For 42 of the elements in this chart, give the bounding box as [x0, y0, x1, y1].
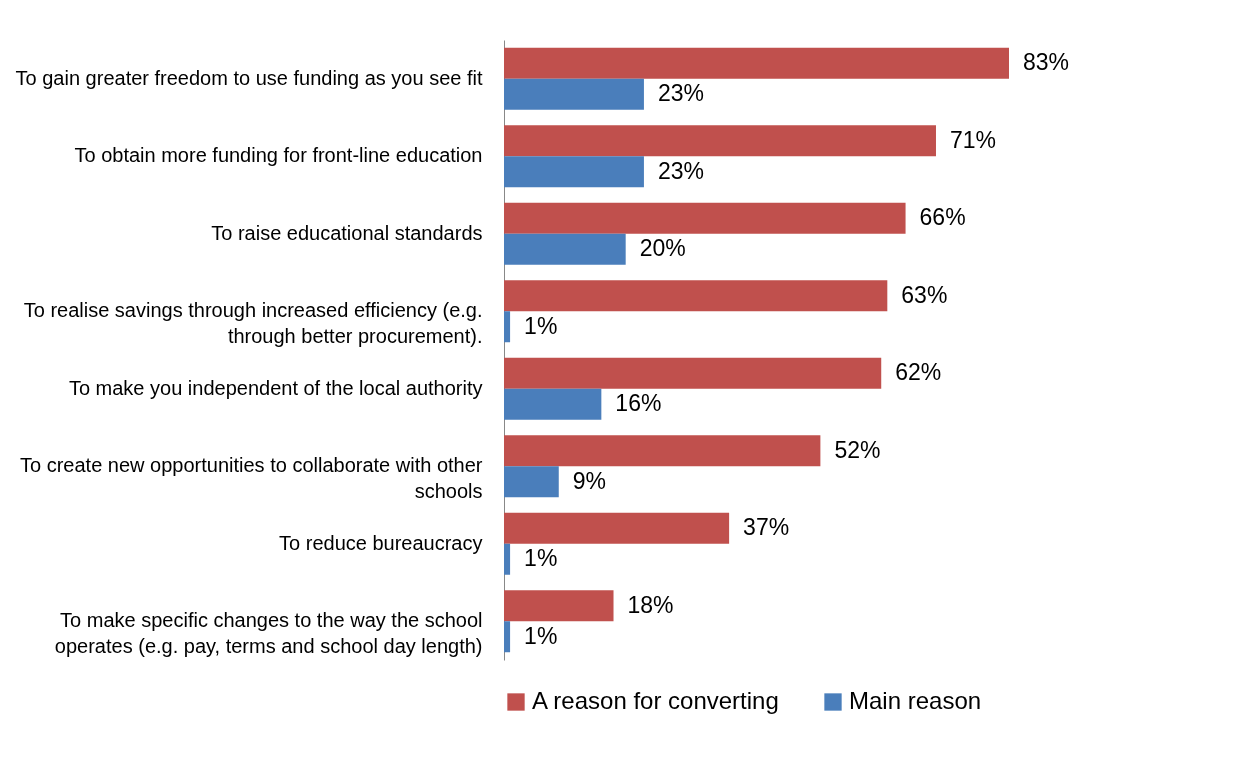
data-label: 23% — [657, 80, 704, 107]
bar — [504, 543, 511, 575]
bar — [504, 388, 602, 420]
data-label: 52% — [834, 436, 881, 463]
y-tick-label: To make you independent of the local authority — [68, 376, 483, 399]
data-label: 9% — [572, 467, 607, 494]
bar — [504, 78, 644, 110]
legend-label: Main reason — [849, 687, 982, 714]
bar — [504, 156, 644, 188]
bar — [504, 280, 888, 312]
data-label: 62% — [895, 359, 942, 386]
bar — [504, 621, 511, 653]
bar — [504, 512, 730, 544]
data-label: 16% — [615, 390, 662, 417]
data-label: 1% — [524, 312, 558, 339]
data-label: 83% — [1023, 49, 1070, 76]
bar — [504, 125, 936, 157]
legend-label: A reason for converting — [532, 687, 779, 714]
bar — [504, 590, 614, 622]
data-label: 71% — [949, 126, 997, 153]
y-tick-label: To create new opportunities to collaborate with other schools — [20, 454, 483, 503]
y-tick-label: To raise educational standards — [211, 221, 483, 244]
bar — [504, 202, 906, 234]
bar — [504, 357, 882, 389]
data-label: 20% — [639, 235, 686, 262]
bar — [504, 233, 626, 265]
data-label: 66% — [919, 204, 966, 231]
data-label: 23% — [657, 157, 704, 184]
y-tick-label: To obtain more funding for front-line education — [74, 144, 483, 167]
data-label: 63% — [901, 281, 948, 308]
y-tick-label: To gain greater freedom to use funding as you see fit — [15, 66, 483, 89]
bar — [504, 466, 559, 498]
bar — [504, 47, 1009, 79]
data-label: 37% — [743, 514, 790, 541]
bar — [504, 311, 511, 343]
y-tick-label: To make specific changes to the way the school operates (e.g. pay, terms and school day length) — [54, 609, 483, 658]
data-label: 1% — [524, 545, 558, 572]
y-tick-label: To reduce bureaucracy — [279, 531, 483, 554]
bar — [504, 435, 821, 467]
data-label: 1% — [524, 622, 558, 649]
y-tick-label: To realise savings through increased efficiency (e.g. through better procurement). — [23, 299, 483, 348]
data-label: 18% — [627, 591, 674, 618]
